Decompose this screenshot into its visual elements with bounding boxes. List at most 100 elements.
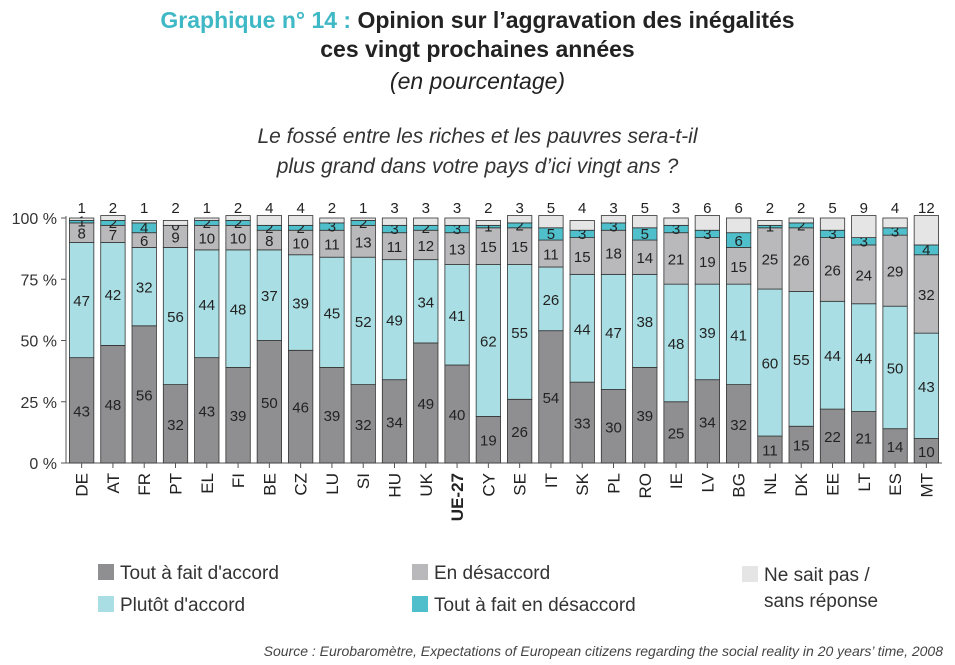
y-tick-label: 0 % xyxy=(29,456,57,473)
data-label: 50 xyxy=(261,395,278,412)
data-label: 10 xyxy=(918,444,935,461)
unit-note: (en pourcentage) xyxy=(389,68,566,94)
bar-segment xyxy=(162,246,189,385)
bar-segment xyxy=(69,357,95,464)
data-label: 10 xyxy=(230,231,247,248)
bar-segment xyxy=(350,224,376,258)
bar-segment xyxy=(413,229,439,261)
data-label: 33 xyxy=(574,416,591,433)
data-label: 1 xyxy=(203,200,211,217)
data-label: 52 xyxy=(355,314,372,331)
title-text-1: Opinion sur l’aggravation des inégalités xyxy=(357,7,795,33)
data-label: 24 xyxy=(855,267,872,284)
bar-segment xyxy=(256,340,282,464)
data-label: 8 xyxy=(77,226,85,243)
data-label: 1 xyxy=(359,200,367,217)
bar-segment xyxy=(225,249,251,368)
data-label: 6 xyxy=(140,233,148,250)
bar-segment xyxy=(819,300,846,410)
data-label: 2 xyxy=(484,200,492,217)
x-tick-label: SI xyxy=(354,473,373,489)
x-tick-label: UK xyxy=(417,472,436,496)
data-label: 26 xyxy=(793,253,810,270)
data-label: 10 xyxy=(292,236,309,253)
data-label: 34 xyxy=(417,294,434,311)
data-label: 39 xyxy=(324,408,341,425)
data-label: 2 xyxy=(234,200,242,217)
bar-segment xyxy=(69,217,95,221)
data-label: 9 xyxy=(860,200,868,217)
bar-segment xyxy=(350,384,376,464)
data-label: 40 xyxy=(449,407,466,424)
bar-segment xyxy=(413,217,439,226)
bar-segment xyxy=(319,256,345,368)
data-label: 44 xyxy=(198,297,215,314)
x-tick-label: UE-27 xyxy=(448,473,467,521)
x-tick-label: CY xyxy=(479,473,498,497)
data-label: 32 xyxy=(918,287,935,304)
data-label: 26 xyxy=(543,292,560,309)
data-label: 3 xyxy=(703,226,711,243)
data-label: 5 xyxy=(547,226,555,243)
x-tick-label: DK xyxy=(792,472,811,496)
data-label: 3 xyxy=(672,221,680,238)
bar-segment xyxy=(913,438,939,464)
data-label: 25 xyxy=(668,425,685,442)
data-label: 39 xyxy=(230,408,247,425)
data-label: 34 xyxy=(699,414,716,431)
data-label: 6 xyxy=(734,200,742,217)
bar-segment xyxy=(788,425,814,464)
bar-segment xyxy=(663,401,689,464)
data-label: 9 xyxy=(171,229,179,246)
x-tick-label: LV xyxy=(698,472,717,492)
question-line-2: plus grand dans votre pays d’ici vingt a… xyxy=(276,155,679,178)
bar-segment xyxy=(913,254,939,334)
x-tick-label: IE xyxy=(667,473,686,489)
x-tick-label: DE xyxy=(73,473,92,497)
bar-segment xyxy=(194,357,220,464)
bar-segment xyxy=(913,332,939,439)
data-label: 1 xyxy=(766,219,774,236)
data-label: 15 xyxy=(480,239,497,256)
x-tick-label: MT xyxy=(917,473,936,498)
bar-segment xyxy=(819,217,846,231)
data-label: 43 xyxy=(918,379,935,396)
x-tick-label: SK xyxy=(573,472,592,495)
bar-segment xyxy=(288,349,314,464)
x-tick-label: PL xyxy=(605,473,624,494)
data-label: 10 xyxy=(198,231,215,248)
legend-swatch xyxy=(412,564,428,580)
title-line-1: Graphique n° 14 : Opinion sur l’aggravat… xyxy=(0,6,955,35)
data-label: 42 xyxy=(105,287,122,304)
legend-label: En désaccord xyxy=(434,563,551,584)
data-label: 15 xyxy=(793,438,810,455)
data-label: 46 xyxy=(292,400,309,417)
data-label: 2 xyxy=(422,220,430,237)
source-note: Source : Eurobaromètre, Expectations of … xyxy=(263,643,943,659)
x-tick-label: BG xyxy=(730,473,749,498)
bar-segment xyxy=(319,229,345,258)
data-label: 19 xyxy=(480,433,497,450)
data-label: 39 xyxy=(636,408,653,425)
chart-title: Graphique n° 14 : Opinion sur l’aggravat… xyxy=(0,6,955,64)
bar-segment xyxy=(600,273,627,390)
data-label: 43 xyxy=(73,403,90,420)
bar-segment xyxy=(381,217,408,226)
data-label: 55 xyxy=(511,325,528,342)
bar-segment xyxy=(381,379,408,464)
x-tick-label: AT xyxy=(104,473,123,493)
bar-segment xyxy=(444,364,470,464)
data-label: 13 xyxy=(449,242,466,259)
legend-label-line-1: Ne sait pas / xyxy=(764,565,870,586)
bar-segment xyxy=(507,227,533,265)
data-label: 2 xyxy=(296,220,304,237)
bar-segment xyxy=(131,246,157,327)
data-label: 3 xyxy=(390,221,398,238)
data-label: 3 xyxy=(515,200,523,217)
data-label: 48 xyxy=(668,336,685,353)
data-label: 38 xyxy=(636,314,653,331)
data-label: 2 xyxy=(203,215,211,232)
x-tick-label: IT xyxy=(542,473,561,488)
data-label: 2 xyxy=(171,200,179,217)
legend-label-line-2: sans réponse xyxy=(764,591,879,612)
